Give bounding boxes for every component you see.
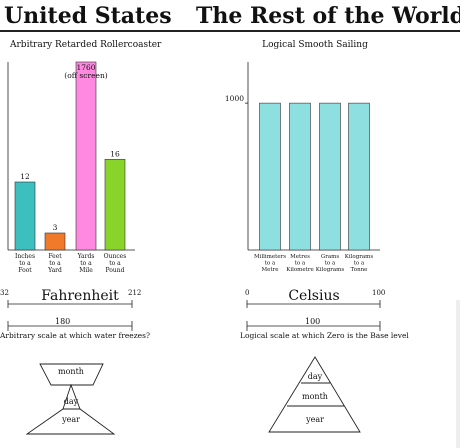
left-bar-1 (44, 232, 66, 251)
right-x-tick-1: Metres to a Kilometre (286, 254, 314, 273)
right-y-tick-label-0: 1000 (225, 94, 244, 103)
left-annotation-0: (off screen) (64, 71, 107, 80)
right-pyramid-day: day (307, 372, 323, 381)
fahrenheit-max: 212 (128, 289, 142, 297)
left-x-tick-3: Ounces to a Pound (104, 253, 127, 274)
us-title: United States (4, 3, 172, 29)
fahrenheit-span: 180 (55, 317, 71, 326)
celsius-span: 100 (305, 317, 321, 326)
fahrenheit-note: Arbitrary scale at which water freezes? (0, 331, 150, 340)
celsius-label: Celsius (288, 288, 340, 304)
right-bar-0 (259, 102, 281, 251)
fahrenheit-min: 32 (0, 289, 9, 297)
celsius-min: 0 (245, 289, 250, 297)
celsius-note: Logical scale at which Zero is the Base … (240, 331, 409, 340)
rest-of-world-title: The Rest of the World (196, 3, 460, 29)
left-bar-3 (104, 159, 126, 251)
right-chart-title: Logical Smooth Sailing (262, 40, 368, 50)
left-x-tick-0: Inches to a Foot (15, 253, 35, 274)
left-pyramid-day: day (63, 397, 79, 406)
left-bar-label-1: 3 (53, 223, 58, 232)
right-bar-2 (319, 102, 341, 251)
left-pyramid-month: month (58, 367, 84, 376)
left-pyramid-year: year (62, 415, 80, 424)
left-bar-label-0: 12 (20, 172, 30, 181)
right-edge-shadow (456, 300, 460, 448)
right-bar-1 (289, 102, 311, 251)
right-x-tick-2: Grams to a Kilograms (316, 254, 345, 273)
right-pyramid-year: year (306, 415, 324, 424)
right-pyramid-month: month (302, 392, 328, 401)
left-bar-0 (14, 181, 36, 251)
left-chart-title: Arbitrary Retarded Rollercoaster (10, 40, 162, 50)
right-x-tick-3: Kilograms to a Tonne (345, 254, 374, 273)
left-bar-2 (75, 61, 97, 251)
fahrenheit-label: Fahrenheit (41, 288, 119, 304)
right-bar-3 (348, 102, 370, 251)
header-rule (0, 30, 460, 32)
right-x-tick-0: Millimeters to a Metre (254, 254, 286, 273)
celsius-max: 100 (372, 289, 386, 297)
left-x-tick-1: Feet to a Yard (47, 253, 62, 274)
left-bar-label-3: 16 (110, 149, 120, 158)
left-x-tick-2: Yards to a Mile (77, 253, 95, 274)
left-bar-label-2: 1760 (76, 63, 95, 72)
